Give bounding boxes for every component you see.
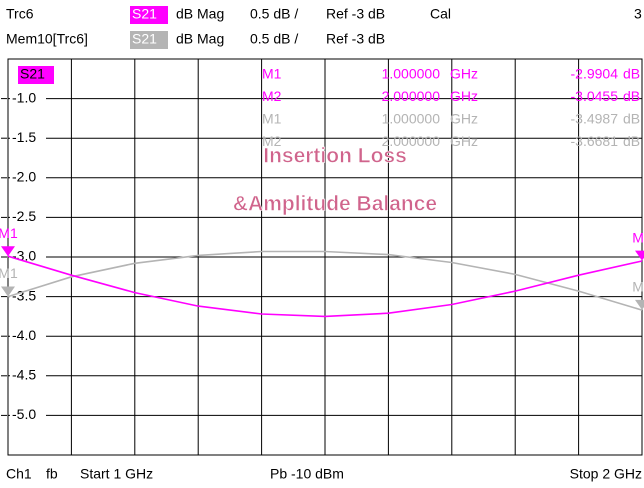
y-label-bg bbox=[10, 209, 46, 226]
marker-value-unit: dB bbox=[623, 111, 640, 127]
format: dB Mag bbox=[176, 6, 224, 22]
marker-unit: GHz bbox=[450, 66, 478, 82]
marker-unit: GHz bbox=[450, 88, 478, 104]
trace-label: S21 bbox=[20, 66, 45, 82]
param-box bbox=[130, 6, 168, 24]
marker-value: -3.0455 bbox=[571, 88, 619, 104]
y-label-bg bbox=[10, 328, 46, 345]
marker-triangle bbox=[635, 299, 644, 310]
ref: Ref -3 dB bbox=[326, 6, 385, 22]
scale: 0.5 dB / bbox=[250, 31, 298, 47]
marker-name: M1 bbox=[262, 111, 282, 127]
mode: fb bbox=[46, 466, 58, 482]
status: Cal bbox=[430, 6, 451, 22]
stop: Stop 2 GHz bbox=[570, 466, 642, 482]
marker-value: -3.6681 bbox=[571, 133, 619, 149]
y-tick-label: -4.0 bbox=[12, 327, 36, 343]
y-tick-label: -2.0 bbox=[12, 169, 36, 185]
marker-name: M2 bbox=[262, 133, 282, 149]
marker-freq: 2.000000 bbox=[382, 133, 441, 149]
annotation: Insertion Loss bbox=[263, 145, 407, 168]
channel: Ch1 bbox=[6, 466, 32, 482]
marker-value: -2.9904 bbox=[571, 66, 619, 82]
trace-label-box bbox=[18, 66, 54, 84]
extra: 3 bbox=[634, 6, 642, 22]
y-tick-label: -4.5 bbox=[12, 367, 36, 383]
y-tick-label: -3.5 bbox=[12, 287, 36, 303]
marker-triangle bbox=[635, 250, 644, 261]
y-tick-label: -5.0 bbox=[12, 406, 36, 422]
marker-triangle bbox=[1, 286, 15, 297]
marker-triangle bbox=[1, 246, 15, 257]
trace-name: Trc6 bbox=[6, 6, 34, 22]
param: S21 bbox=[132, 31, 157, 47]
start: Start 1 GHz bbox=[80, 466, 153, 482]
marker-name: M2 bbox=[262, 88, 282, 104]
marker-tag: M1 bbox=[0, 225, 18, 241]
param-box bbox=[130, 31, 168, 49]
marker-value-unit: dB bbox=[623, 88, 640, 104]
ref: Ref -3 dB bbox=[326, 31, 385, 47]
trace bbox=[7, 255, 643, 318]
marker-value: -3.4987 bbox=[571, 111, 619, 127]
trace-name: Mem10[Trc6] bbox=[6, 31, 88, 47]
scale: 0.5 dB / bbox=[250, 6, 298, 22]
y-label-bg bbox=[10, 249, 46, 265]
y-label-bg bbox=[10, 367, 46, 384]
y-tick-label: -1.5 bbox=[12, 129, 36, 145]
annotation: &Amplitude Balance bbox=[233, 193, 437, 216]
y-label-bg bbox=[10, 407, 46, 424]
trace bbox=[7, 250, 643, 311]
marker-freq: 1.000000 bbox=[382, 66, 441, 82]
y-label-bg bbox=[10, 169, 46, 186]
param: S21 bbox=[132, 6, 157, 22]
marker-value-unit: dB bbox=[623, 66, 640, 82]
y-label-bg bbox=[10, 90, 46, 107]
marker-unit: GHz bbox=[450, 133, 478, 149]
y-tick-label: -2.5 bbox=[12, 208, 36, 224]
marker-tag: M1 bbox=[0, 265, 18, 281]
y-label-bg bbox=[10, 130, 46, 147]
marker-unit: GHz bbox=[450, 111, 478, 127]
power: Pb -10 dBm bbox=[270, 466, 344, 482]
marker-tag: M2 bbox=[632, 279, 644, 295]
marker-name: M1 bbox=[262, 66, 282, 82]
marker-tag: M2 bbox=[632, 229, 644, 245]
y-tick-label: -1.0 bbox=[12, 89, 36, 105]
marker-freq: 2.000000 bbox=[382, 88, 441, 104]
marker-value-unit: dB bbox=[623, 133, 640, 149]
format: dB Mag bbox=[176, 31, 224, 47]
marker-freq: 1.000000 bbox=[382, 111, 441, 127]
